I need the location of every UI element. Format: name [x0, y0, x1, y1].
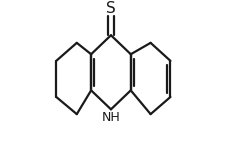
Text: NH: NH: [102, 111, 120, 124]
Text: S: S: [106, 1, 116, 16]
